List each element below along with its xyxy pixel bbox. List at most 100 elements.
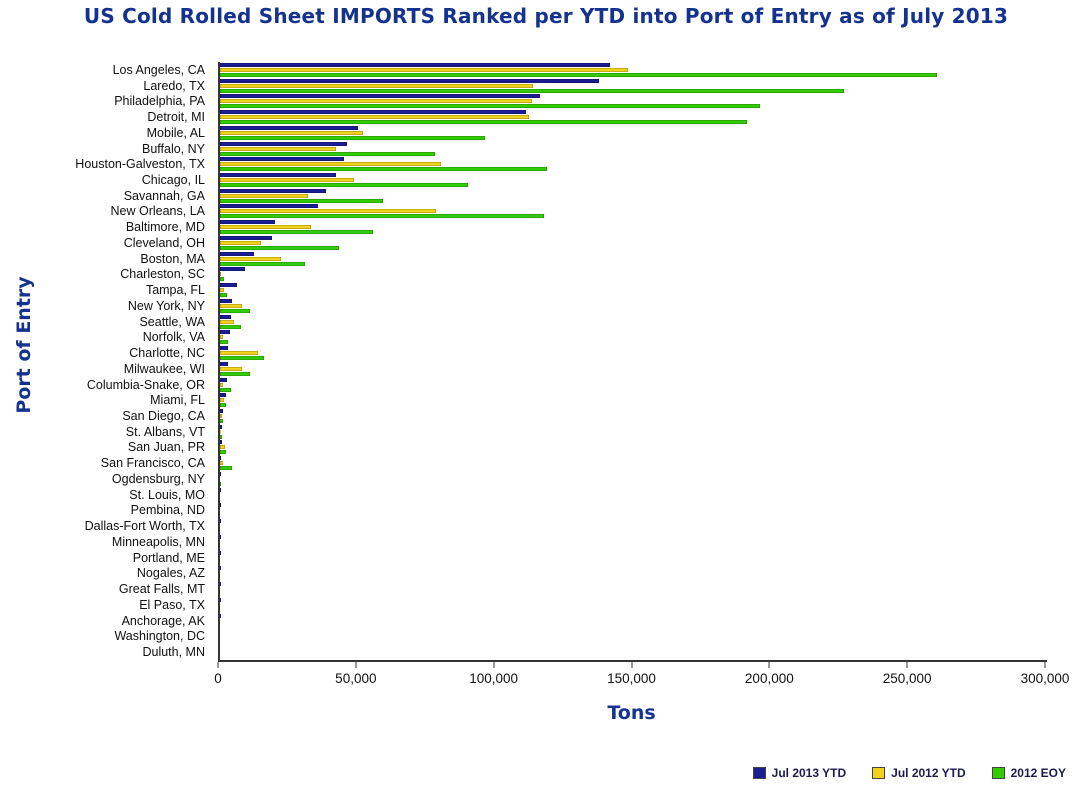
bar-group	[220, 188, 1047, 204]
category-label: New Orleans, LA	[110, 204, 205, 219]
bar-2012-eoy	[220, 419, 223, 424]
bar-jul-2012-ytd	[220, 115, 529, 120]
bar-group	[220, 503, 1047, 519]
bar-jul-2013-ytd	[220, 62, 611, 67]
category-label: San Juan, PR	[127, 440, 205, 455]
bar-jul-2012-ytd	[220, 414, 222, 419]
bar-jul-2013-ytd	[220, 471, 221, 476]
x-tick-label: 100,000	[469, 671, 519, 686]
x-tick-mark	[217, 662, 219, 668]
bar-jul-2013-ytd	[220, 235, 273, 240]
bar-2012-eoy	[220, 183, 469, 187]
bar-group	[220, 282, 1047, 298]
bar-jul-2012-ytd	[220, 83, 533, 88]
bar-2012-eoy	[220, 356, 265, 361]
x-tick-label: 0	[214, 671, 222, 686]
category-label: Pembina, ND	[130, 503, 205, 518]
bar-2012-eoy	[220, 120, 747, 125]
x-tick-mark	[493, 662, 495, 668]
bar-2012-eoy	[220, 387, 232, 392]
category-label: Great Falls, MT	[118, 582, 205, 597]
bar-group	[220, 267, 1047, 283]
category-label: Buffalo, NY	[141, 141, 205, 156]
bar-2012-eoy	[220, 198, 383, 203]
x-tick-label: 300,000	[1020, 671, 1070, 686]
bar-group	[220, 566, 1047, 582]
bar-group	[220, 613, 1047, 629]
category-label: Nogales, AZ	[136, 566, 205, 581]
bar-jul-2012-ytd	[220, 256, 281, 261]
bar-jul-2013-ytd	[220, 456, 222, 461]
bar-2012-eoy	[220, 450, 227, 455]
bar-jul-2013-ytd	[220, 409, 224, 414]
legend-swatch-2012-eoy	[991, 767, 1005, 779]
x-tick-label: 150,000	[607, 671, 656, 686]
plot-area	[218, 62, 1047, 662]
bar-group	[220, 156, 1047, 172]
bar-group	[220, 471, 1047, 487]
bar-jul-2012-ytd	[220, 99, 532, 104]
x-tick-mark	[906, 662, 908, 668]
bar-jul-2012-ytd	[220, 193, 309, 198]
x-tick-mark	[355, 662, 357, 668]
category-label: Houston-Galveston, TX	[75, 157, 205, 172]
bar-jul-2012-ytd	[220, 335, 223, 340]
legend: Jul 2013 YTD Jul 2012 YTD 2012 EOY	[752, 766, 1066, 780]
category-labels: Los Angeles, CA Laredo, TX Philadelphia, P…	[0, 62, 212, 660]
bar-jul-2013-ytd	[220, 157, 345, 162]
bar-jul-2012-ytd	[220, 67, 628, 72]
category-label: El Paso, TX	[139, 597, 205, 612]
bar-group	[220, 550, 1047, 566]
bar-group	[220, 345, 1047, 361]
bar-jul-2012-ytd	[220, 240, 262, 245]
bar-jul-2013-ytd	[220, 424, 222, 429]
bar-2012-eoy	[220, 340, 228, 345]
bar-2012-eoy	[220, 72, 937, 77]
category-label: Charlotte, NC	[129, 346, 205, 361]
bar-group	[220, 534, 1047, 550]
bar-jul-2012-ytd	[220, 272, 222, 277]
category-label: Miami, FL	[150, 393, 205, 408]
x-axis-title: Tons	[607, 702, 656, 724]
bar-jul-2013-ytd	[220, 298, 233, 303]
bar-jul-2013-ytd	[220, 314, 232, 319]
category-label: Columbia-Snake, OR	[86, 377, 205, 392]
category-label: Minneapolis, MN	[111, 534, 205, 549]
bar-group	[220, 125, 1047, 141]
category-label: Chicago, IL	[141, 173, 205, 187]
bar-group	[220, 597, 1047, 613]
bar-group	[220, 644, 1047, 660]
bar-jul-2013-ytd	[220, 125, 358, 130]
category-label: Dallas-Fort Worth, TX	[84, 519, 205, 534]
bar-group	[220, 440, 1047, 456]
bar-jul-2012-ytd	[220, 319, 234, 324]
bar-group	[220, 62, 1047, 78]
bar-group	[220, 424, 1047, 440]
legend-label-jul-2013-ytd: Jul 2013 YTD	[771, 766, 847, 780]
bar-group	[220, 455, 1047, 471]
x-tick-mark	[631, 662, 632, 668]
legend-swatch-jul-2013-ytd	[752, 767, 766, 779]
bar-2012-eoy	[220, 230, 373, 235]
x-tick-mark	[1044, 662, 1046, 668]
bar-2012-eoy	[220, 308, 251, 313]
bar-jul-2012-ytd	[220, 288, 225, 293]
bar-jul-2012-ytd	[220, 351, 259, 356]
category-label: Charleston, SC	[120, 267, 205, 282]
bar-jul-2013-ytd	[220, 346, 228, 351]
bar-jul-2013-ytd	[220, 330, 230, 335]
category-label: Milwaukee, WI	[123, 361, 205, 376]
bar-group	[220, 219, 1047, 235]
bar-2012-eoy	[220, 261, 306, 266]
bar-jul-2012-ytd	[220, 303, 243, 308]
category-label: Anchorage, AK	[121, 613, 205, 628]
category-label: Baltimore, MD	[125, 220, 205, 235]
bar-jul-2013-ytd	[220, 94, 540, 99]
bar-2012-eoy	[220, 324, 241, 329]
bar-group	[220, 93, 1047, 109]
bar-jul-2012-ytd	[220, 225, 311, 230]
bar-jul-2013-ytd	[220, 487, 221, 492]
bar-group	[220, 361, 1047, 377]
bar-jul-2013-ytd	[220, 173, 336, 177]
